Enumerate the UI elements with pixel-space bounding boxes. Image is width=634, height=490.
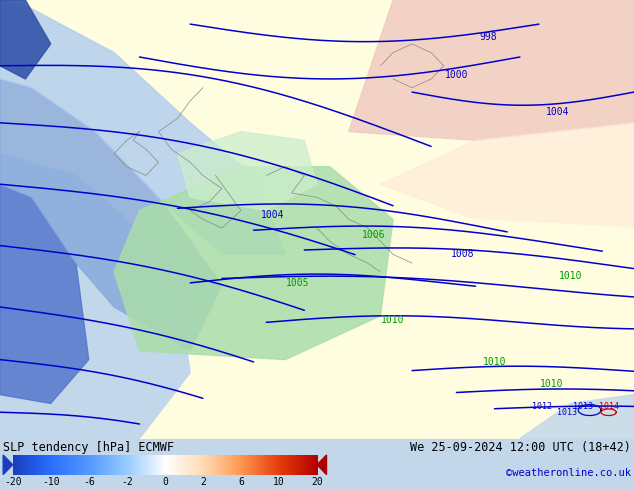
Text: 0: 0 [162, 477, 168, 487]
Text: 1010: 1010 [381, 315, 405, 325]
Polygon shape [114, 167, 393, 360]
Text: -2: -2 [121, 477, 133, 487]
Text: We 25-09-2024 12:00 UTC (18+42): We 25-09-2024 12:00 UTC (18+42) [410, 441, 631, 454]
Polygon shape [520, 395, 634, 439]
Text: 6: 6 [238, 477, 244, 487]
Polygon shape [0, 0, 285, 254]
Polygon shape [380, 123, 634, 228]
Text: 1008: 1008 [451, 249, 475, 259]
Text: 1012: 1012 [532, 402, 552, 412]
Polygon shape [349, 220, 634, 439]
Text: 10: 10 [273, 477, 285, 487]
Text: 1005: 1005 [286, 278, 310, 288]
Text: 1010: 1010 [540, 379, 564, 389]
Polygon shape [349, 0, 634, 140]
Text: 1010: 1010 [482, 357, 507, 367]
Text: 1013: 1013 [573, 402, 593, 412]
Text: 1010: 1010 [559, 271, 583, 281]
Polygon shape [0, 184, 89, 403]
Polygon shape [0, 0, 51, 79]
Text: 2: 2 [200, 477, 206, 487]
Polygon shape [0, 153, 190, 439]
Text: 20: 20 [311, 477, 323, 487]
Text: 1000: 1000 [444, 70, 469, 79]
Text: 1013: 1013 [557, 408, 578, 416]
Text: ©weatheronline.co.uk: ©weatheronline.co.uk [506, 468, 631, 478]
Text: 998: 998 [479, 32, 497, 42]
Text: 1014: 1014 [598, 402, 619, 412]
Text: 1004: 1004 [546, 107, 570, 117]
Polygon shape [0, 79, 222, 351]
Text: -10: -10 [42, 477, 60, 487]
Polygon shape [178, 132, 317, 211]
Text: 1004: 1004 [261, 210, 285, 220]
Text: -20: -20 [4, 477, 22, 487]
Text: -6: -6 [83, 477, 94, 487]
Polygon shape [0, 0, 634, 439]
Text: 1006: 1006 [362, 230, 386, 240]
Text: SLP tendency [hPa] ECMWF: SLP tendency [hPa] ECMWF [3, 441, 174, 454]
